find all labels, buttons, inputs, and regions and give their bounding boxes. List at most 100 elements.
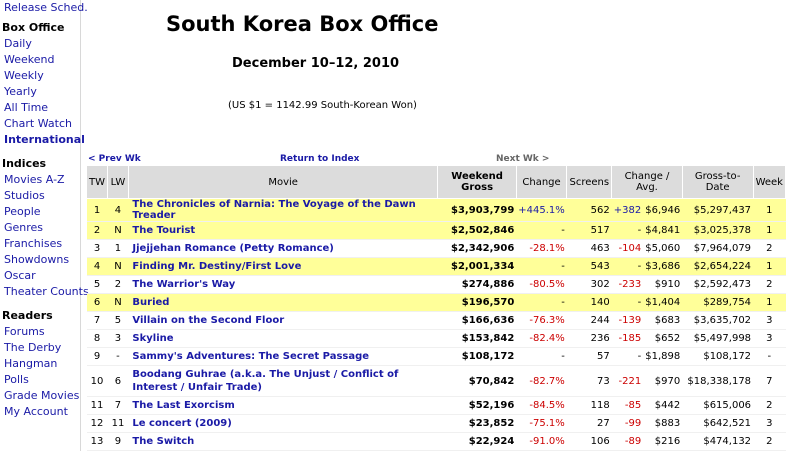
gross-to-date: $615,006 (682, 396, 754, 415)
movie-title-link[interactable]: Buried (128, 293, 438, 312)
col-header-change-avg[interactable]: Change / Avg. (611, 165, 683, 199)
sidebar-item-the-derby[interactable]: The Derby (4, 341, 62, 354)
rank-this-week: 2 (86, 221, 108, 240)
gross-to-date: $7,964,079 (682, 239, 754, 258)
rank-last-week: N (107, 293, 129, 312)
rank-last-week: 7 (107, 396, 129, 415)
weekend-gross: $153,842 (437, 329, 517, 348)
rank-last-week: 3 (107, 329, 129, 348)
gross-change: - (516, 293, 567, 312)
sidebar-item-weekend[interactable]: Weekend (4, 53, 55, 66)
screen-count: 463 (566, 239, 612, 258)
screen-change: - (611, 293, 644, 312)
prev-week-link[interactable]: < Prev Wk (88, 154, 141, 164)
gross-to-date: $5,297,437 (682, 198, 754, 222)
sidebar-item-hangman[interactable]: Hangman (4, 357, 58, 370)
sidebar-item-daily[interactable]: Daily (4, 37, 32, 50)
rank-this-week: 12 (86, 414, 108, 433)
main-content: South Korea Box Office December 10–12, 2… (86, 0, 794, 451)
gross-to-date: $3,025,378 (682, 221, 754, 240)
rank-this-week: 3 (86, 239, 108, 258)
table-row: 12 11 Le concert (2009) $23,852 -75.1% 27 -99 $… (86, 414, 786, 433)
screen-count: 236 (566, 329, 612, 348)
movie-title-link[interactable]: Villain on the Second Floor (128, 311, 438, 330)
next-week-link[interactable]: Next Wk > (496, 154, 550, 164)
sidebar-item-yearly[interactable]: Yearly (4, 85, 37, 98)
movie-title-link[interactable]: Finding Mr. Destiny/First Love (128, 257, 438, 276)
sidebar-item-franchises[interactable]: Franchises (4, 237, 63, 250)
sidebar-heading: Readers (2, 309, 53, 322)
table-row: 6 N Buried $196,570-140- $1,404 $289,754 1 (86, 293, 786, 312)
per-screen-average: $5,060 (643, 239, 683, 258)
sidebar-item-studios[interactable]: Studios (4, 189, 45, 202)
table-row: 9 - Sammy's Adventures: The Secret Passage… (86, 347, 786, 366)
gross-change: -28.1% (516, 239, 567, 258)
sidebar-item-oscar[interactable]: Oscar (4, 269, 36, 282)
sidebar-item-genres[interactable]: Genres (4, 221, 44, 234)
sidebar-item-all-time[interactable]: All Time (4, 101, 49, 114)
release-schedule-link[interactable]: Release Sched. (4, 1, 88, 14)
return-to-index-link[interactable]: Return to Index (280, 154, 360, 164)
week-count: 1 (753, 293, 786, 312)
per-screen-average: $683 (643, 311, 683, 330)
gross-change: -91.0% (516, 432, 567, 451)
table-row: 2 N The Tourist $2,502,846-517- $4,841 $3,025… (86, 221, 786, 240)
sidebar-item-chart-watch[interactable]: Chart Watch (4, 117, 72, 130)
sidebar-item-weekly[interactable]: Weekly (4, 69, 44, 82)
col-header-week[interactable]: Week (752, 165, 787, 199)
sidebar-item-forums[interactable]: Forums (4, 325, 45, 338)
per-screen-average: $652 (643, 329, 683, 348)
col-header-lw[interactable]: LW (107, 165, 129, 199)
movie-title-link[interactable]: The Tourist (128, 221, 438, 240)
box-office-table: TW LW Movie Weekend Gross Change Screens… (86, 165, 787, 451)
gross-change: - (516, 257, 567, 276)
date-range: December 10–12, 2010 (232, 56, 400, 71)
per-screen-average: $910 (643, 275, 683, 294)
screen-count: 543 (566, 257, 612, 276)
rank-this-week: 9 (86, 347, 108, 366)
col-header-screens[interactable]: Screens (566, 165, 613, 199)
movie-title-link[interactable]: Boodang Guhrae (a.k.a. The Unjust / Conf… (128, 365, 438, 397)
screen-change: -99 (611, 414, 644, 433)
weekend-gross: $196,570 (437, 293, 517, 312)
week-count: 1 (753, 257, 786, 276)
sidebar-item-movies-a-z[interactable]: Movies A-Z (4, 173, 65, 186)
gross-to-date: $2,592,473 (682, 275, 754, 294)
sidebar: Release Sched. Box Office Daily Weekend Wee… (0, 0, 89, 451)
gross-change: -75.1% (516, 414, 567, 433)
movie-title-link[interactable]: The Switch (128, 432, 438, 451)
movie-title-link[interactable]: Sammy's Adventures: The Secret Passage (128, 347, 438, 366)
sidebar-item-international[interactable]: International (4, 133, 85, 146)
sidebar-item-polls[interactable]: Polls (4, 373, 29, 386)
col-header-change[interactable]: Change (515, 165, 568, 199)
rank-this-week: 8 (86, 329, 108, 348)
sidebar-item-grade-movies[interactable]: Grade Movies (4, 389, 80, 402)
gross-to-date: $108,172 (682, 347, 754, 366)
gross-change: -82.4% (516, 329, 567, 348)
movie-title-link[interactable]: Skyline (128, 329, 438, 348)
movie-title-link[interactable]: Jjejjehan Romance (Petty Romance) (128, 239, 438, 258)
sidebar-item-theater-counts[interactable]: Theater Counts (4, 285, 89, 298)
movie-title-link[interactable]: The Last Exorcism (128, 396, 438, 415)
col-header-weekend-gross[interactable]: Weekend Gross (437, 165, 517, 199)
weekend-gross: $274,886 (437, 275, 517, 294)
per-screen-average: $442 (643, 396, 683, 415)
col-header-gross-to-date[interactable]: Gross-to-Date (681, 165, 754, 199)
col-header-movie[interactable]: Movie (127, 165, 439, 199)
per-screen-average: $4,841 (643, 221, 683, 240)
sidebar-heading: Indices (2, 157, 47, 170)
screen-change: - (611, 347, 644, 366)
screen-count: 140 (566, 293, 612, 312)
week-count: 2 (753, 432, 786, 451)
movie-title-link[interactable]: Le concert (2009) (128, 414, 438, 433)
per-screen-average: $3,686 (643, 257, 683, 276)
col-header-tw[interactable]: TW (86, 165, 108, 199)
weekend-gross: $23,852 (437, 414, 517, 433)
sidebar-item-people[interactable]: People (4, 205, 41, 218)
movie-title-link[interactable]: The Chronicles of Narnia: The Voyage of … (128, 198, 438, 222)
sidebar-item-showdowns[interactable]: Showdowns (4, 253, 70, 266)
sidebar-item-my-account[interactable]: My Account (4, 405, 68, 418)
gross-to-date: $3,635,702 (682, 311, 754, 330)
movie-title-link[interactable]: The Warrior's Way (128, 275, 438, 294)
weekend-gross: $3,903,799 (437, 198, 517, 222)
